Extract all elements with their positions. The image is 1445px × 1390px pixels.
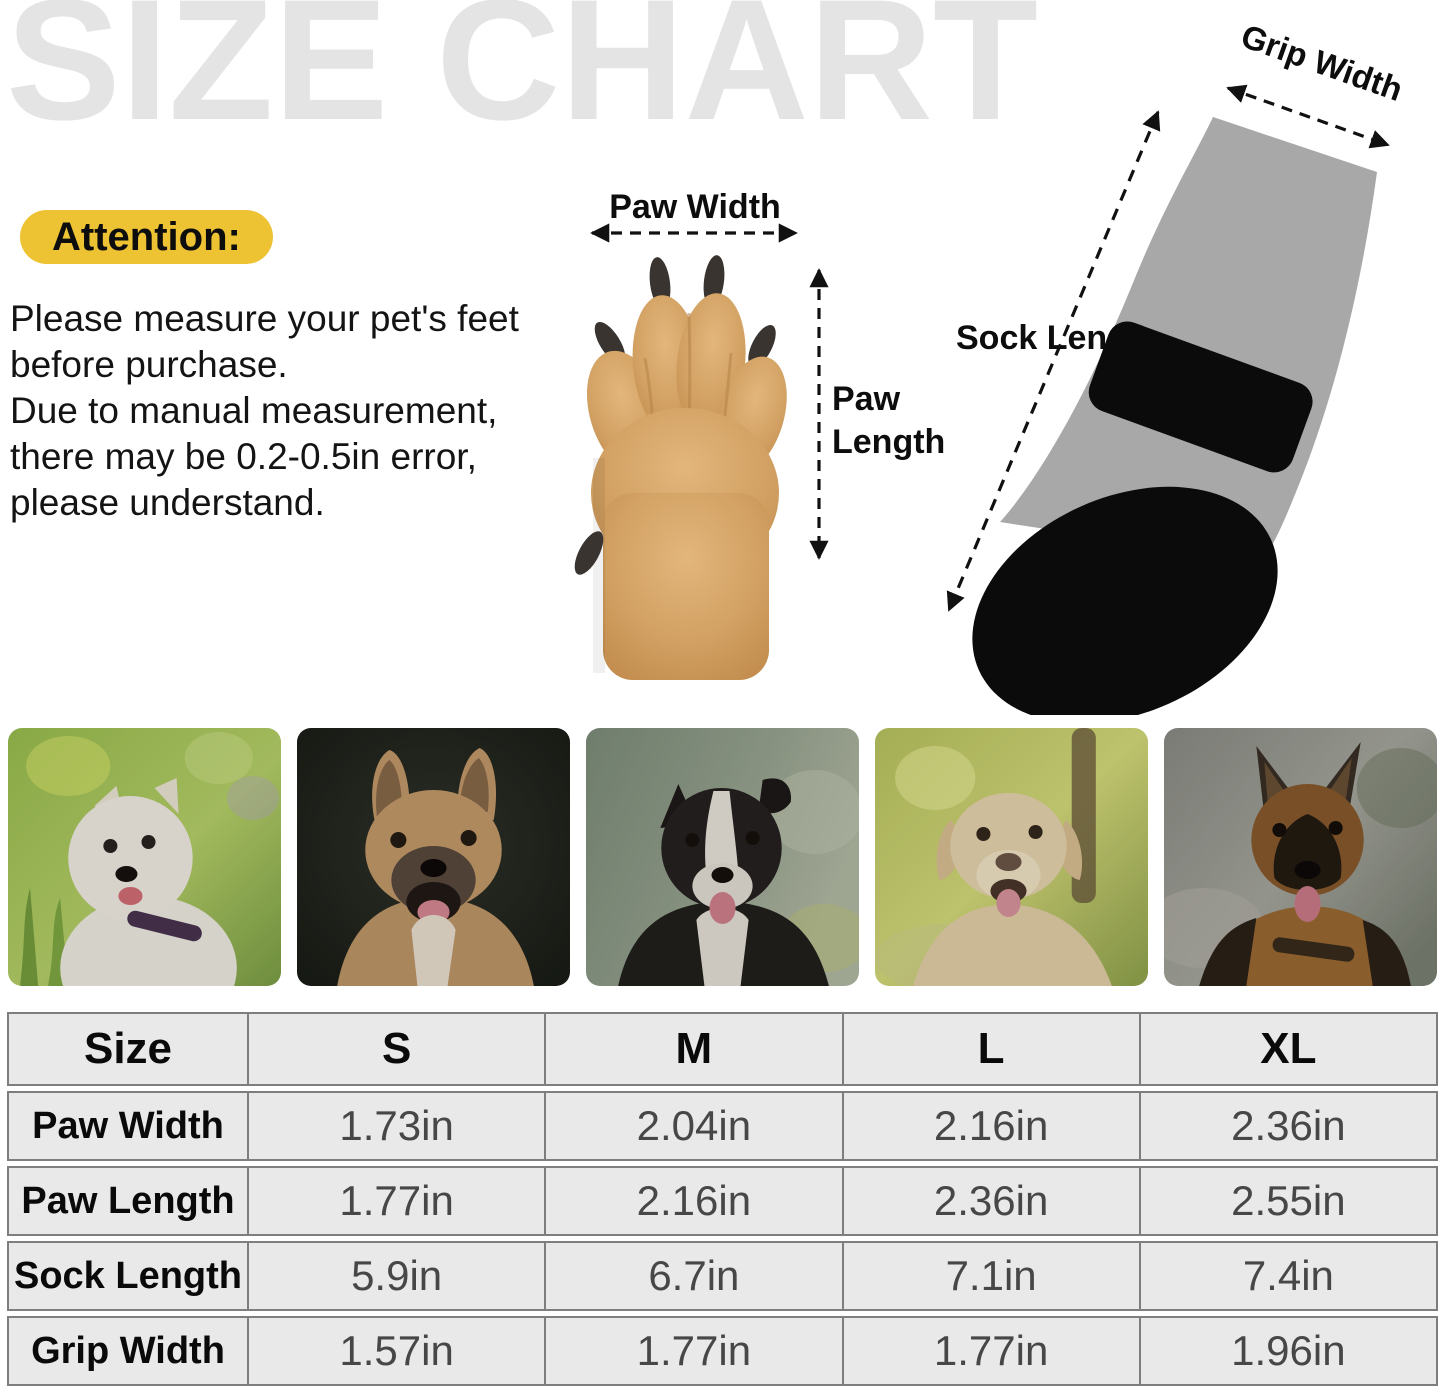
french-bulldog-illustration bbox=[297, 728, 570, 986]
labrador-illustration bbox=[875, 728, 1148, 986]
cell-value: 1.77in bbox=[247, 1168, 544, 1234]
german-shepherd-illustration bbox=[1164, 728, 1437, 986]
page-title: SIZE CHART bbox=[6, 0, 1038, 156]
cell-value: 2.16in bbox=[544, 1168, 841, 1234]
attention-note: Please measure your pet's feet before pu… bbox=[10, 296, 590, 526]
paw-toes bbox=[586, 293, 787, 476]
cell-value: 2.36in bbox=[1138, 1093, 1436, 1159]
dog-photos-row bbox=[8, 728, 1437, 986]
row-label: Grip Width bbox=[31, 1329, 225, 1372]
cell-value: 2.55in bbox=[1138, 1168, 1436, 1234]
grip-width-arrow bbox=[1226, 84, 1390, 149]
cell-value: 7.1in bbox=[841, 1243, 1139, 1309]
table-header-row: Size S M L XL bbox=[7, 1012, 1438, 1086]
note-line: there may be 0.2-0.5in error, bbox=[10, 436, 477, 477]
attention-badge-label: Attention: bbox=[52, 215, 241, 259]
sock-diagram bbox=[946, 84, 1390, 715]
paw-width-label: Paw Width bbox=[609, 188, 781, 226]
westie-illustration bbox=[8, 728, 281, 986]
cell-value: 6.7in bbox=[544, 1243, 841, 1309]
dog-photo-west-highland-terrier bbox=[8, 728, 281, 986]
cell-value: 2.04in bbox=[544, 1093, 841, 1159]
table-row-paw-width: Paw Width 1.73in 2.04in 2.16in 2.36in bbox=[7, 1091, 1438, 1161]
cell-value: 1.57in bbox=[247, 1318, 544, 1384]
paw-width-arrow bbox=[590, 223, 798, 243]
table-header-m: M bbox=[544, 1014, 841, 1084]
attention-badge: Attention: bbox=[20, 210, 273, 264]
note-line: Please measure your pet's feet bbox=[10, 298, 519, 339]
cell-value: 2.36in bbox=[841, 1168, 1139, 1234]
note-line: Due to manual measurement, bbox=[10, 390, 498, 431]
note-line: before purchase. bbox=[10, 344, 288, 385]
note-line: please understand. bbox=[10, 482, 325, 523]
dog-paw-photo bbox=[574, 255, 787, 680]
cell-value: 2.16in bbox=[841, 1093, 1139, 1159]
dog-photo-french-bulldog bbox=[297, 728, 570, 986]
table-header-size: Size bbox=[83, 1024, 173, 1073]
dog-photo-german-shepherd bbox=[1164, 728, 1437, 986]
paw-length-label: Paw Length bbox=[832, 380, 946, 461]
cell-value: 1.77in bbox=[841, 1318, 1139, 1384]
row-label: Sock Length bbox=[13, 1254, 243, 1297]
cell-value: 7.4in bbox=[1138, 1243, 1436, 1309]
table-row-grip-width: Grip Width 1.57in 1.77in 1.77in 1.96in bbox=[7, 1316, 1438, 1386]
paw-dewclaw bbox=[574, 531, 604, 575]
border-collie-illustration bbox=[586, 728, 859, 986]
table-header-l: L bbox=[841, 1014, 1139, 1084]
paw-length-arrow bbox=[809, 268, 829, 560]
sock-length-arrow bbox=[946, 110, 1161, 612]
paw-leg bbox=[603, 493, 769, 680]
table-row-paw-length: Paw Length 1.77in 2.16in 2.36in 2.55in bbox=[7, 1166, 1438, 1236]
cell-value: 1.77in bbox=[544, 1318, 841, 1384]
size-table: Size S M L XL Paw Width 1.73in 2.04in 2.… bbox=[7, 1012, 1438, 1390]
table-row-sock-length: Sock Length 5.9in 6.7in 7.1in 7.4in bbox=[7, 1241, 1438, 1311]
dog-photo-border-collie bbox=[586, 728, 859, 986]
paw-shadow bbox=[593, 458, 605, 673]
cell-value: 5.9in bbox=[247, 1243, 544, 1309]
cell-value: 1.73in bbox=[247, 1093, 544, 1159]
cell-value: 1.96in bbox=[1138, 1318, 1436, 1384]
table-header-s: S bbox=[247, 1014, 544, 1084]
table-header-xl: XL bbox=[1138, 1014, 1436, 1084]
row-label: Paw Width bbox=[32, 1104, 224, 1147]
row-label: Paw Length bbox=[21, 1179, 235, 1222]
dog-photo-labrador-retriever bbox=[875, 728, 1148, 986]
